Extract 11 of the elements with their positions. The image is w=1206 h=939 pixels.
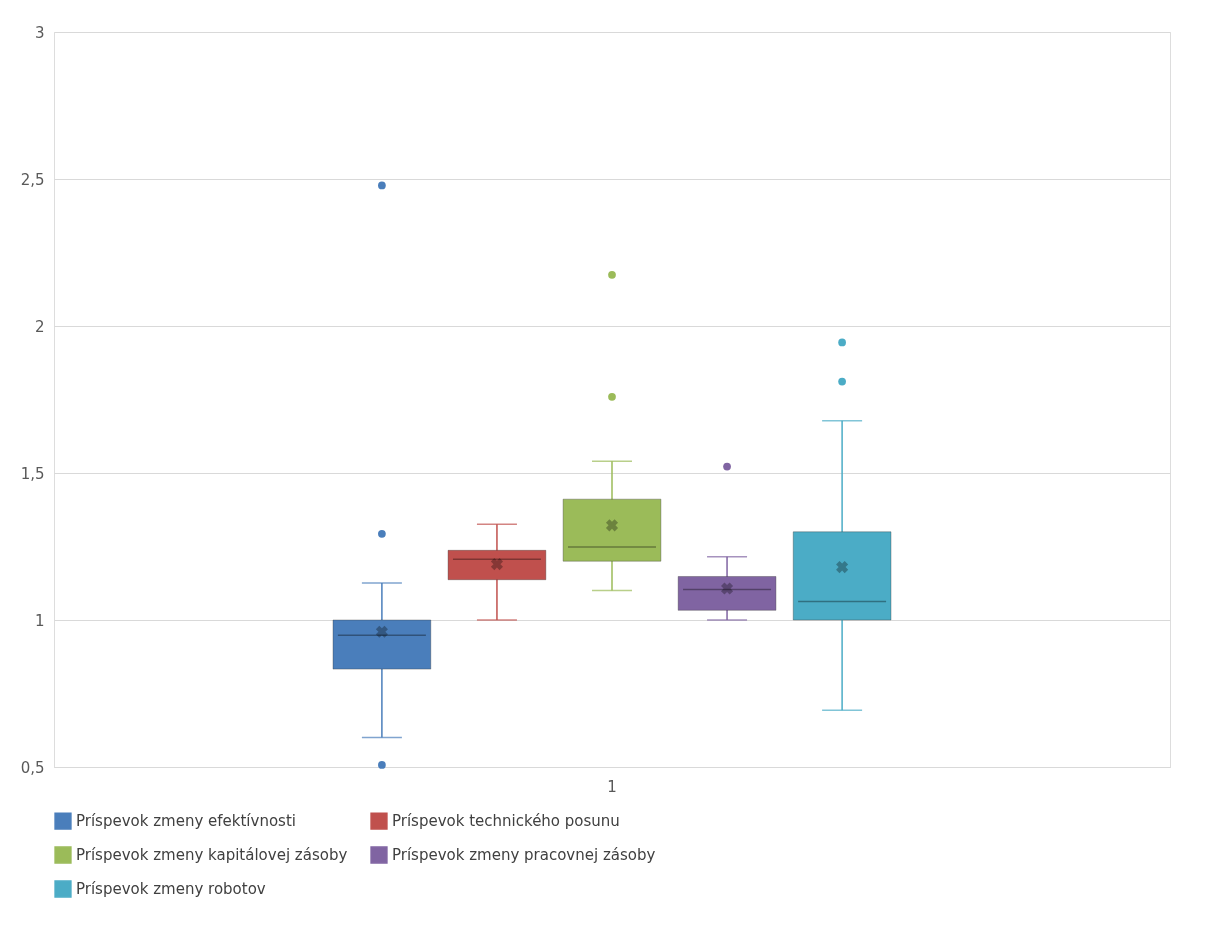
legend-label: Príspevok zmeny kapitálovej zásoby — [76, 846, 348, 864]
y-tick-label: 2,5 — [20, 170, 45, 189]
legend-label: Príspevok technického posunu — [392, 812, 620, 831]
y-tick-label: 3 — [34, 23, 45, 42]
legend-label: Príspevok zmeny efektívnosti — [76, 812, 296, 831]
legend-label: Príspevok zmeny robotov — [76, 880, 266, 898]
legend-label: Príspevok zmeny pracovnej zásoby — [392, 846, 656, 864]
y-tick-label: 1 — [34, 611, 45, 630]
y-tick-label: 1,5 — [20, 464, 45, 483]
y-tick-label: 2 — [34, 317, 45, 336]
y-tick-label: 0,5 — [20, 758, 45, 777]
